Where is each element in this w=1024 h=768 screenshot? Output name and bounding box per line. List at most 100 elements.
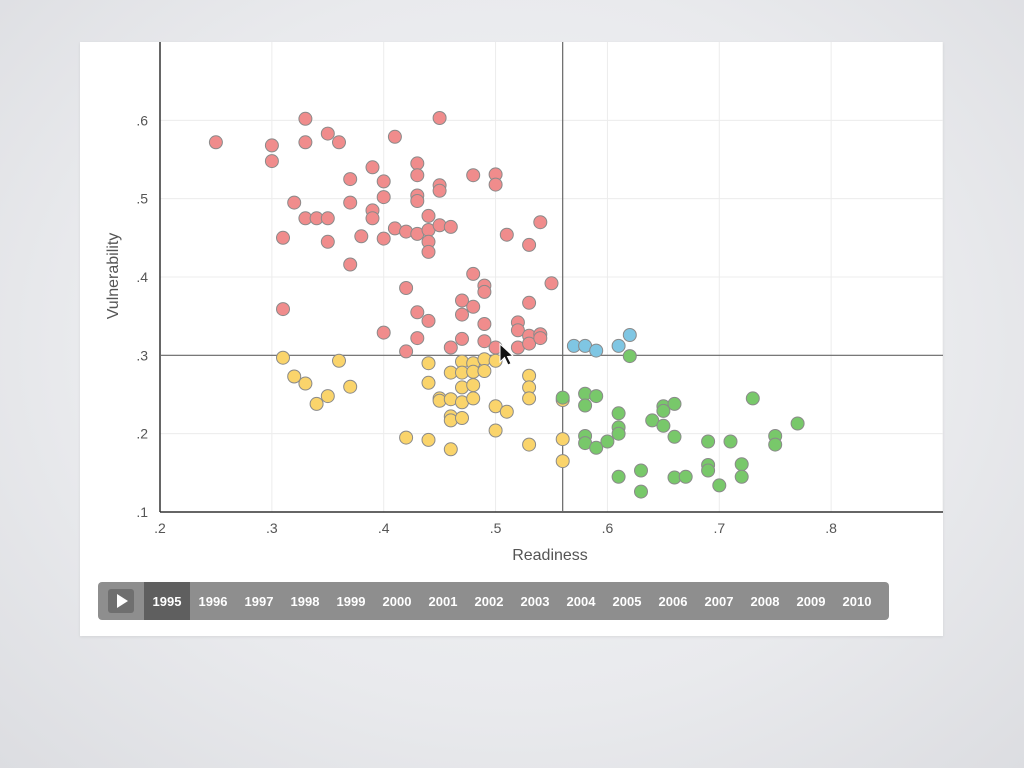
data-point-green[interactable] xyxy=(656,403,671,418)
data-point-red[interactable] xyxy=(264,154,279,169)
data-point-red[interactable] xyxy=(522,295,537,310)
year-2000[interactable]: 2000 xyxy=(382,593,412,609)
data-point-yellow[interactable] xyxy=(421,432,436,447)
year-1999[interactable]: 1999 xyxy=(336,593,366,609)
year-2006[interactable]: 2006 xyxy=(658,593,688,609)
data-point-green[interactable] xyxy=(667,396,682,411)
data-point-red[interactable] xyxy=(421,208,436,223)
data-point-red[interactable] xyxy=(320,234,335,249)
play-button[interactable] xyxy=(108,589,134,613)
data-point-red[interactable] xyxy=(298,111,313,126)
data-point-red[interactable] xyxy=(399,344,414,359)
data-point-red[interactable] xyxy=(343,257,358,272)
data-point-red[interactable] xyxy=(432,111,447,125)
data-point-red[interactable] xyxy=(544,276,559,291)
data-point-green[interactable] xyxy=(589,440,604,455)
data-point-green[interactable] xyxy=(790,416,805,431)
data-point-red[interactable] xyxy=(320,126,335,141)
data-point-red[interactable] xyxy=(410,305,425,320)
data-point-yellow[interactable] xyxy=(555,454,570,469)
data-point-red[interactable] xyxy=(365,160,380,175)
data-point-yellow[interactable] xyxy=(421,356,436,371)
data-point-red[interactable] xyxy=(533,215,548,230)
data-point-red[interactable] xyxy=(477,317,492,331)
year-2008[interactable]: 2008 xyxy=(750,593,780,609)
data-point-blue[interactable] xyxy=(611,338,626,353)
year-1996[interactable]: 1996 xyxy=(198,593,228,609)
data-point-yellow[interactable] xyxy=(522,368,537,383)
data-point-yellow[interactable] xyxy=(455,380,469,395)
data-point-red[interactable] xyxy=(208,135,223,150)
data-point-red[interactable] xyxy=(376,231,391,246)
data-point-yellow[interactable] xyxy=(399,430,414,445)
data-point-green[interactable] xyxy=(745,391,760,406)
data-point-yellow[interactable] xyxy=(421,375,436,390)
year-1997[interactable]: 1997 xyxy=(244,593,274,609)
year-2010[interactable]: 2010 xyxy=(842,593,872,609)
data-point-yellow[interactable] xyxy=(466,378,481,393)
year-2005[interactable]: 2005 xyxy=(612,593,642,609)
year-1995[interactable]: 1995 xyxy=(144,582,190,620)
data-point-red[interactable] xyxy=(376,174,391,189)
data-point-green[interactable] xyxy=(723,434,738,449)
data-point-red[interactable] xyxy=(421,313,436,328)
data-point-red[interactable] xyxy=(522,237,537,252)
year-2009[interactable]: 2009 xyxy=(796,593,826,609)
data-point-red[interactable] xyxy=(276,230,290,245)
data-point-red[interactable] xyxy=(455,331,469,346)
data-point-red[interactable] xyxy=(522,336,537,351)
data-point-yellow[interactable] xyxy=(287,369,302,384)
data-point-green[interactable] xyxy=(678,469,693,484)
data-point-yellow[interactable] xyxy=(522,391,537,406)
data-point-yellow[interactable] xyxy=(488,399,503,414)
data-point-red[interactable] xyxy=(376,325,391,340)
data-point-red[interactable] xyxy=(421,244,436,259)
data-point-red[interactable] xyxy=(264,138,279,153)
data-point-red[interactable] xyxy=(533,331,548,346)
data-point-green[interactable] xyxy=(634,463,648,478)
data-point-green[interactable] xyxy=(634,484,648,499)
data-point-red[interactable] xyxy=(455,307,469,322)
data-point-red[interactable] xyxy=(276,302,290,317)
data-point-red[interactable] xyxy=(432,183,447,198)
data-point-red[interactable] xyxy=(466,299,481,314)
data-point-green[interactable] xyxy=(656,418,671,433)
data-point-red[interactable] xyxy=(332,135,346,150)
data-point-green[interactable] xyxy=(555,390,570,405)
data-point-green[interactable] xyxy=(768,437,783,452)
data-point-green[interactable] xyxy=(611,469,626,484)
data-point-green[interactable] xyxy=(611,426,626,441)
data-point-green[interactable] xyxy=(578,398,593,413)
data-point-green[interactable] xyxy=(589,389,604,404)
data-point-red[interactable] xyxy=(298,135,313,150)
data-point-red[interactable] xyxy=(387,129,402,144)
data-point-yellow[interactable] xyxy=(309,396,324,411)
data-point-yellow[interactable] xyxy=(298,376,313,391)
data-point-yellow[interactable] xyxy=(276,350,290,365)
data-point-red[interactable] xyxy=(455,293,469,308)
data-point-red[interactable] xyxy=(410,168,425,183)
data-point-yellow[interactable] xyxy=(488,423,503,438)
data-point-red[interactable] xyxy=(477,284,492,299)
year-1998[interactable]: 1998 xyxy=(290,593,320,609)
data-point-red[interactable] xyxy=(343,172,358,187)
data-point-blue[interactable] xyxy=(589,343,604,358)
data-point-green[interactable] xyxy=(600,434,615,449)
data-point-red[interactable] xyxy=(320,211,335,226)
data-point-green[interactable] xyxy=(611,406,626,421)
data-point-red[interactable] xyxy=(466,168,481,183)
data-point-red[interactable] xyxy=(510,323,525,338)
data-point-yellow[interactable] xyxy=(443,442,458,457)
data-point-green[interactable] xyxy=(734,457,749,472)
data-point-yellow[interactable] xyxy=(332,353,346,368)
timeline-slider[interactable]: 1995 1996 1997 1998 1999 2000 2001 2002 2003 2004… xyxy=(98,582,889,620)
year-2002[interactable]: 2002 xyxy=(474,593,504,609)
data-point-red[interactable] xyxy=(443,219,458,234)
data-point-yellow[interactable] xyxy=(320,389,335,404)
data-point-yellow[interactable] xyxy=(466,391,481,406)
year-2001[interactable]: 2001 xyxy=(428,593,458,609)
data-point-red[interactable] xyxy=(410,331,425,346)
data-point-yellow[interactable] xyxy=(522,437,537,452)
data-point-red[interactable] xyxy=(399,224,414,239)
data-point-blue[interactable] xyxy=(622,328,637,342)
